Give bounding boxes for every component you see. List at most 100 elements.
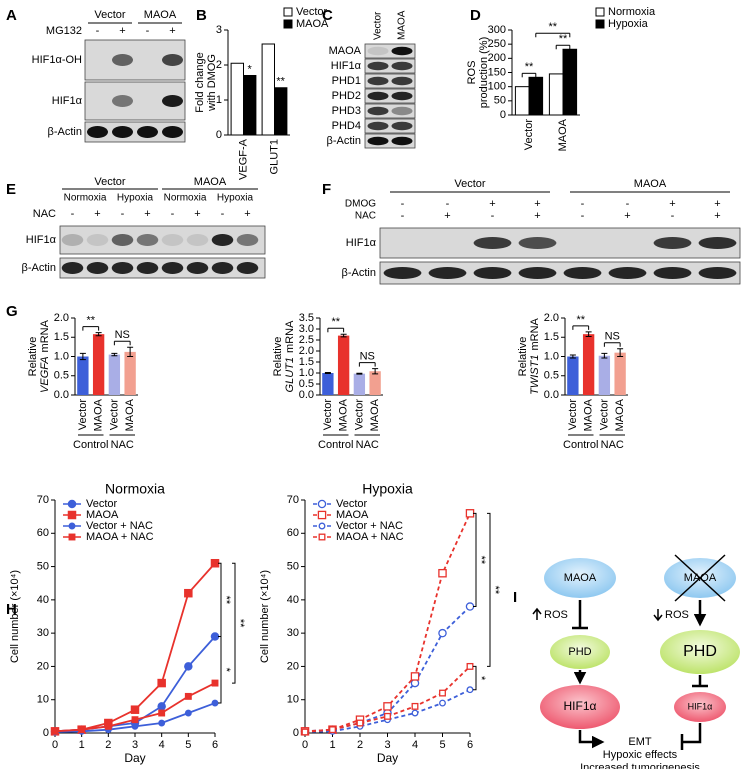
sign: + (169, 25, 175, 37)
bar (528, 76, 544, 116)
y-label: GLUT1 mRNA (284, 320, 296, 393)
y-tick-label: 60 (37, 527, 49, 539)
marker (329, 726, 336, 734)
marker (210, 558, 220, 568)
blot-band (391, 61, 413, 71)
y-tick-label: 0 (293, 727, 299, 739)
error-bar (356, 372, 363, 375)
sign: - (581, 198, 585, 210)
row-label: β-Actin (22, 262, 56, 274)
annotation: ** (331, 316, 340, 328)
marker (438, 568, 447, 578)
x-tick-label: Vector (77, 399, 89, 431)
blot-band (61, 262, 84, 274)
legend-label: MAOA (296, 18, 329, 30)
x-tick-label: 1 (329, 739, 335, 751)
bar (243, 75, 257, 136)
sign: - (96, 25, 100, 37)
error-bar (324, 372, 331, 374)
y-tick-label: 1 (216, 94, 222, 106)
blot-band (518, 267, 557, 279)
bar (322, 373, 334, 395)
marker (317, 499, 327, 509)
panel-letter: A (6, 7, 17, 24)
marker (356, 719, 364, 727)
label: Normoxia (164, 193, 207, 204)
node-label: PHD (568, 646, 591, 658)
y-tick-label: 0 (216, 129, 222, 141)
blot-band (137, 126, 158, 138)
y-label-unit: mRNA (529, 317, 541, 350)
legend-label: MAOA + NAC (336, 531, 404, 543)
bracket (473, 665, 477, 691)
bracket (473, 512, 477, 608)
annotation: NS (605, 331, 620, 343)
blot-band (111, 234, 134, 246)
annotation: ** (276, 76, 285, 88)
y-tick-label: 0.0 (54, 389, 69, 401)
panel-letter: D (470, 7, 481, 24)
legend-label: Vector (86, 498, 118, 510)
x-tick-label: MAOA (338, 398, 350, 431)
sign: + (534, 198, 540, 210)
blot-band (367, 46, 389, 56)
y-tick-label: 2 (216, 59, 222, 71)
sign: + (534, 210, 540, 222)
annotation: ** (549, 21, 558, 33)
blot-band (162, 126, 183, 138)
chart-title: Hypoxia (362, 481, 413, 497)
y-tick-label: 20 (287, 660, 299, 672)
marker (157, 678, 166, 688)
panel-letter: F (322, 181, 331, 198)
y-tick-label: 40 (37, 594, 49, 606)
blot-band (563, 267, 602, 279)
row-label: HIF1α (331, 60, 362, 72)
x-tick-label: 6 (467, 739, 473, 751)
label: Vector (94, 9, 126, 21)
x-tick-label: 0 (52, 739, 58, 751)
sign: - (221, 208, 225, 220)
sign: + (669, 198, 675, 210)
row-label: HIF1α (52, 95, 83, 107)
sign: - (446, 198, 450, 210)
bar (77, 356, 89, 395)
annotation: ** (489, 586, 501, 595)
node-label: HIF1α (564, 699, 597, 713)
y-label: with DMOG (206, 54, 218, 112)
error-bar (569, 354, 576, 359)
blot-band (211, 234, 234, 246)
row-label: PHD2 (332, 90, 361, 102)
blot-band (367, 136, 389, 146)
y-tick-label: 70 (287, 494, 299, 506)
x-tick-label: 3 (132, 739, 138, 751)
inhibit (572, 600, 588, 630)
cross (674, 554, 726, 602)
sign: - (401, 198, 405, 210)
row-label: HIF1α (346, 237, 377, 249)
label: MAOA (634, 178, 667, 190)
legend-label: Vector (296, 6, 328, 18)
y-label-unit: mRNA (284, 320, 296, 353)
outcome-label: Hypoxic effects (603, 749, 678, 761)
blot-band (236, 234, 259, 246)
y-tick-label: 300 (488, 24, 506, 36)
sign: + (94, 208, 100, 220)
x-label: Day (377, 751, 398, 765)
annotation: * (248, 63, 253, 75)
y-tick-label: 1.0 (299, 367, 314, 379)
error-bar (95, 332, 102, 337)
legend-label: Hypoxia (608, 18, 649, 30)
blot-strip (84, 121, 186, 143)
marker (184, 692, 192, 700)
ros-label: ROS (544, 609, 568, 621)
x-tick-label: MAOA (614, 398, 626, 431)
sign: - (401, 210, 405, 222)
inhibit (692, 675, 708, 688)
y-tick-label: 3.0 (299, 323, 314, 335)
x-tick-label: Vector (567, 399, 579, 431)
x-tick-label: Vector (322, 399, 334, 431)
y-label-unit: mRNA (39, 319, 51, 352)
x-tick-label: MAOA (93, 398, 105, 431)
legend-label: Vector (336, 498, 368, 510)
marker (317, 510, 327, 520)
